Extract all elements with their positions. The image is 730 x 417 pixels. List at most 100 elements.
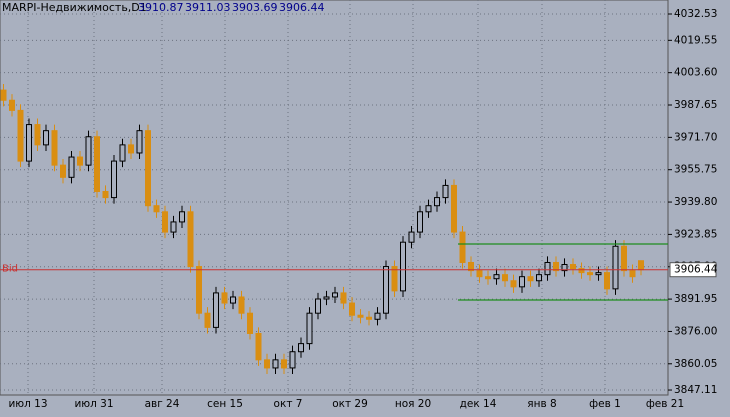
candle-body xyxy=(604,272,610,290)
candle-body xyxy=(204,312,211,328)
candle-body xyxy=(247,312,253,334)
candle-body xyxy=(306,312,313,345)
candle-body xyxy=(400,241,406,292)
candle-body xyxy=(417,211,423,233)
x-tick-label: окт 7 xyxy=(274,398,303,410)
candle-body xyxy=(289,351,296,369)
y-tick-label: 3876.00 xyxy=(674,325,717,337)
candle-body xyxy=(238,296,245,314)
candle-body xyxy=(85,136,92,166)
candle-body xyxy=(442,184,449,199)
candle-body xyxy=(145,130,151,207)
candle-body xyxy=(434,197,440,207)
bid-price: 3906.44 xyxy=(674,264,718,276)
candle-body xyxy=(136,130,143,154)
candle-body xyxy=(553,261,559,272)
x-tick-label: фев 1 xyxy=(589,398,621,410)
candle-body xyxy=(332,292,338,298)
candle-body xyxy=(570,264,576,270)
candle-body xyxy=(485,276,491,280)
y-tick-label: 4003.60 xyxy=(674,67,717,79)
candle-body xyxy=(349,302,355,316)
candle-body xyxy=(536,274,542,282)
x-tick-label: фев 21 xyxy=(646,398,684,410)
candle-body xyxy=(230,296,236,304)
candle-body xyxy=(77,156,83,166)
candle-body xyxy=(196,266,202,314)
y-tick-label: 3891.95 xyxy=(674,293,717,305)
candle-body xyxy=(281,359,287,369)
candle-body xyxy=(476,270,483,278)
candle-body xyxy=(111,160,117,199)
bid-price-box xyxy=(669,262,717,278)
candle-body xyxy=(162,211,168,233)
candle-body xyxy=(272,359,279,369)
candle-body xyxy=(629,270,636,278)
candle-body xyxy=(221,292,228,304)
x-tick-label: сен 15 xyxy=(207,398,243,410)
y-tick-label: 3955.75 xyxy=(674,164,717,176)
candle-body xyxy=(366,316,372,320)
candle-body xyxy=(391,266,398,292)
y-tick-label: 4032.53 xyxy=(674,8,717,20)
y-tick-label: 3860.05 xyxy=(674,358,717,370)
candle-body xyxy=(298,343,304,353)
candle-body xyxy=(94,136,100,193)
y-tick-label: 3847.11 xyxy=(674,384,717,396)
x-tick-label: авг 24 xyxy=(145,398,180,410)
x-tick-label: янв 8 xyxy=(527,398,556,410)
candle-body xyxy=(315,298,321,314)
candle-body xyxy=(519,276,525,288)
candle-body xyxy=(264,359,270,369)
candle-body xyxy=(187,211,194,268)
y-tick-label: 3939.80 xyxy=(674,196,717,208)
candle-body xyxy=(578,268,585,274)
candle-body xyxy=(213,292,219,328)
candle-body xyxy=(451,184,457,233)
candle-body xyxy=(119,144,126,162)
candle-body xyxy=(128,144,134,154)
plot-area xyxy=(0,0,669,396)
candle-body xyxy=(468,261,474,272)
y-tick-label: 4019.55 xyxy=(674,34,717,46)
y-tick-label: 3987.65 xyxy=(674,99,717,111)
candle-body xyxy=(383,266,389,314)
ohlc-close: 3906.44 xyxy=(279,1,325,14)
ohlc-high: 3911.03 xyxy=(185,1,231,14)
candle-body xyxy=(26,124,32,162)
candle-body xyxy=(60,164,66,178)
y-tick-label: 3923.85 xyxy=(674,228,717,240)
candle-body xyxy=(340,292,347,304)
candle-body xyxy=(612,245,619,290)
candle-body xyxy=(357,314,364,318)
ohlc-low: 3903.69 xyxy=(232,1,278,14)
ohlc-open: 3910.87 xyxy=(138,1,184,14)
candle-body xyxy=(638,260,644,271)
x-tick-label: ноя 20 xyxy=(395,398,431,410)
candle-body xyxy=(43,130,49,146)
candle-body xyxy=(323,296,330,300)
candle-body xyxy=(102,191,109,199)
candle-body xyxy=(493,274,500,280)
candle-body xyxy=(621,245,627,272)
candle-body xyxy=(425,205,432,213)
candle-body xyxy=(179,211,185,223)
x-tick-label: дек 14 xyxy=(460,398,497,410)
candle-body xyxy=(595,272,602,276)
candle-body xyxy=(374,312,381,320)
x-tick-label: июл 31 xyxy=(74,398,113,410)
candle-body xyxy=(544,261,551,276)
candle-body xyxy=(408,231,415,243)
candle-body xyxy=(153,205,160,213)
x-tick-label: окт 29 xyxy=(332,398,368,410)
x-tick-label: июл 13 xyxy=(8,398,47,410)
candle-body xyxy=(587,272,593,276)
candle-body xyxy=(502,274,508,282)
candle-body xyxy=(51,130,58,166)
candle-body xyxy=(9,99,15,111)
candle-body xyxy=(170,221,177,233)
candle-body xyxy=(561,264,568,272)
candle-body xyxy=(68,156,75,178)
